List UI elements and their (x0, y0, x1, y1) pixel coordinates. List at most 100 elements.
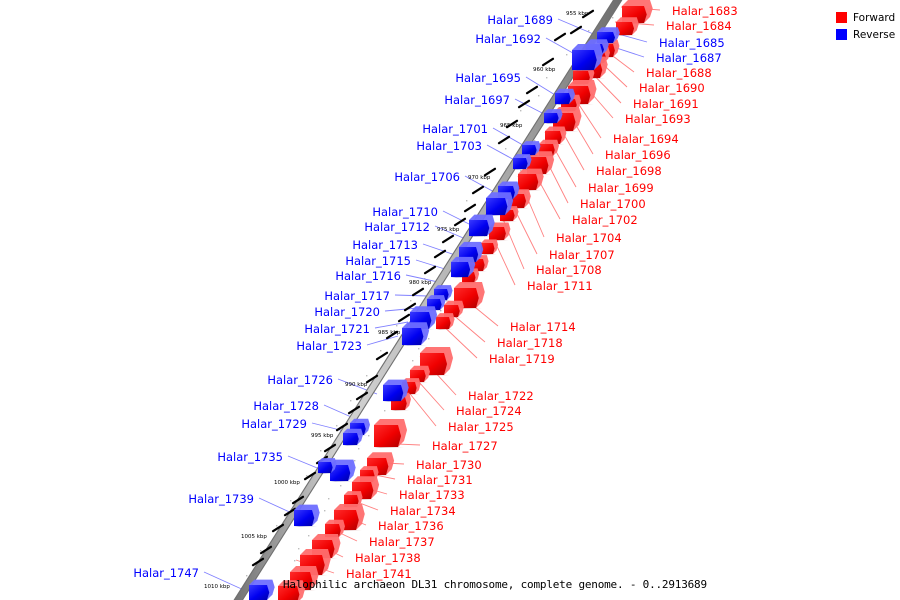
gene-label-halar_1734[interactable]: Halar_1734 (390, 504, 456, 518)
gene-label-halar_1721[interactable]: Halar_1721 (304, 322, 370, 336)
gene-label-halar_1713[interactable]: Halar_1713 (352, 238, 418, 252)
scale-tick-label: 1005 kbp (241, 534, 267, 540)
gene-label-halar_1735[interactable]: Halar_1735 (217, 450, 283, 464)
gene-label-halar_1701[interactable]: Halar_1701 (422, 122, 488, 136)
legend-swatch-reverse (836, 29, 847, 40)
gene-label-halar_1710[interactable]: Halar_1710 (372, 205, 438, 219)
gene-label-halar_1704[interactable]: Halar_1704 (556, 231, 622, 245)
gene-label-halar_1730[interactable]: Halar_1730 (416, 458, 482, 472)
gene-label-halar_1725[interactable]: Halar_1725 (448, 420, 514, 434)
gene-label-halar_1716[interactable]: Halar_1716 (335, 269, 401, 283)
gene-label-halar_1689[interactable]: Halar_1689 (487, 13, 553, 27)
gene-feature[interactable] (343, 428, 363, 446)
gene-label-halar_1684[interactable]: Halar_1684 (666, 19, 732, 33)
gene-feature[interactable] (518, 168, 544, 191)
gene-label-halar_1683[interactable]: Halar_1683 (672, 4, 738, 18)
gene-feature[interactable] (572, 44, 603, 71)
gene-label-halar_1706[interactable]: Halar_1706 (394, 170, 460, 184)
gene-feature[interactable] (544, 109, 563, 124)
gene-feature[interactable] (469, 214, 495, 237)
scale-tick-label: 955 kbp (566, 11, 589, 17)
gene-label-halar_1720[interactable]: Halar_1720 (314, 305, 380, 319)
gene-feature[interactable] (383, 379, 409, 402)
gene-feature[interactable] (489, 222, 511, 241)
legend-item-forward[interactable]: Forward (836, 9, 898, 26)
scale-tick-label: 970 kbp (468, 175, 491, 181)
gene-label-halar_1707[interactable]: Halar_1707 (549, 248, 615, 262)
gene-label-halar_1708[interactable]: Halar_1708 (536, 263, 602, 277)
gene-label-halar_1724[interactable]: Halar_1724 (456, 404, 522, 418)
legend-label-forward: Forward (853, 11, 896, 24)
gene-label-halar_1693[interactable]: Halar_1693 (625, 112, 691, 126)
gene-label-halar_1696[interactable]: Halar_1696 (605, 148, 671, 162)
scale-tick-label: 980 kbp (409, 280, 432, 286)
gene-label-halar_1700[interactable]: Halar_1700 (580, 197, 646, 211)
gene-label-halar_1711[interactable]: Halar_1711 (527, 279, 593, 293)
scale-tick-label: 1010 kbp (204, 584, 230, 590)
gene-feature[interactable] (325, 519, 345, 538)
gene-label-halar_1719[interactable]: Halar_1719 (489, 352, 555, 366)
gene-feature[interactable] (436, 313, 455, 330)
gene-feature[interactable] (555, 88, 575, 105)
gene-label-halar_1715[interactable]: Halar_1715 (345, 254, 411, 268)
gene-label-halar_1691[interactable]: Halar_1691 (633, 97, 699, 111)
gene-label-halar_1702[interactable]: Halar_1702 (572, 213, 638, 227)
gene-label-halar_1687[interactable]: Halar_1687 (656, 51, 722, 65)
gene-feature[interactable] (616, 17, 639, 36)
gene-label-halar_1717[interactable]: Halar_1717 (324, 289, 390, 303)
scale-tick-label: 985 kbp (378, 330, 401, 336)
gene-feature[interactable] (402, 322, 430, 346)
gene-feature[interactable] (522, 141, 541, 156)
legend: Forward Reverse (836, 9, 898, 43)
gene-feature[interactable] (330, 459, 356, 482)
gene-feature[interactable] (374, 419, 408, 448)
gene-label-halar_1692[interactable]: Halar_1692 (475, 32, 541, 46)
gene-feature[interactable] (278, 580, 306, 600)
gene-label-halar_1703[interactable]: Halar_1703 (416, 139, 482, 153)
gene-label-halar_1723[interactable]: Halar_1723 (296, 339, 362, 353)
gene-label-halar_1741[interactable]: Halar_1741 (346, 567, 412, 581)
gene-label-halar_1695[interactable]: Halar_1695 (455, 71, 521, 85)
gene-feature[interactable] (481, 239, 499, 255)
scale-tick-label: 990 kbp (345, 382, 368, 388)
gene-feature[interactable] (451, 256, 476, 278)
gene-feature[interactable] (318, 458, 337, 474)
gene-label-halar_1733[interactable]: Halar_1733 (399, 488, 465, 502)
gene-label-halar_1718[interactable]: Halar_1718 (497, 336, 563, 350)
gene-feature[interactable] (294, 504, 320, 527)
gene-feature[interactable] (249, 579, 275, 600)
scale-tick-label: 995 kbp (311, 433, 334, 439)
gene-label-halar_1729[interactable]: Halar_1729 (241, 417, 307, 431)
genome-caption: Halophilic archaeon DL31 chromosome, com… (283, 578, 707, 591)
gene-label-halar_1727[interactable]: Halar_1727 (432, 439, 498, 453)
gene-label-halar_1728[interactable]: Halar_1728 (253, 399, 319, 413)
gene-label-halar_1738[interactable]: Halar_1738 (355, 551, 421, 565)
legend-item-reverse[interactable]: Reverse (836, 26, 898, 43)
gene-label-halar_1685[interactable]: Halar_1685 (659, 36, 725, 50)
scale-tick-label: 1000 kbp (274, 480, 300, 486)
gene-label-halar_1722[interactable]: Halar_1722 (468, 389, 534, 403)
gene-feature-layer (249, 0, 653, 600)
gene-label-halar_1737[interactable]: Halar_1737 (369, 535, 435, 549)
gene-label-halar_1736[interactable]: Halar_1736 (378, 519, 444, 533)
gene-label-halar_1731[interactable]: Halar_1731 (407, 473, 473, 487)
gene-label-halar_1747[interactable]: Halar_1747 (133, 566, 199, 580)
gene-label-halar_1694[interactable]: Halar_1694 (613, 132, 679, 146)
scale-tick-label: 965 kbp (500, 123, 523, 129)
scale-tick-label: 960 kbp (533, 67, 556, 73)
legend-swatch-forward (836, 12, 847, 23)
gene-label-halar_1697[interactable]: Halar_1697 (444, 93, 510, 107)
gene-label-halar_1714[interactable]: Halar_1714 (510, 320, 576, 334)
gene-feature[interactable] (513, 154, 532, 170)
strand-tick-layer (251, 9, 595, 567)
gene-label-halar_1688[interactable]: Halar_1688 (646, 66, 712, 80)
gene-label-halar_1712[interactable]: Halar_1712 (364, 220, 430, 234)
gene-label-halar_1726[interactable]: Halar_1726 (267, 373, 333, 387)
gene-label-halar_1739[interactable]: Halar_1739 (188, 492, 254, 506)
gene-label-halar_1698[interactable]: Halar_1698 (596, 164, 662, 178)
gene-feature[interactable] (486, 192, 514, 216)
gene-label-halar_1699[interactable]: Halar_1699 (588, 181, 654, 195)
gene-label-halar_1690[interactable]: Halar_1690 (639, 81, 705, 95)
